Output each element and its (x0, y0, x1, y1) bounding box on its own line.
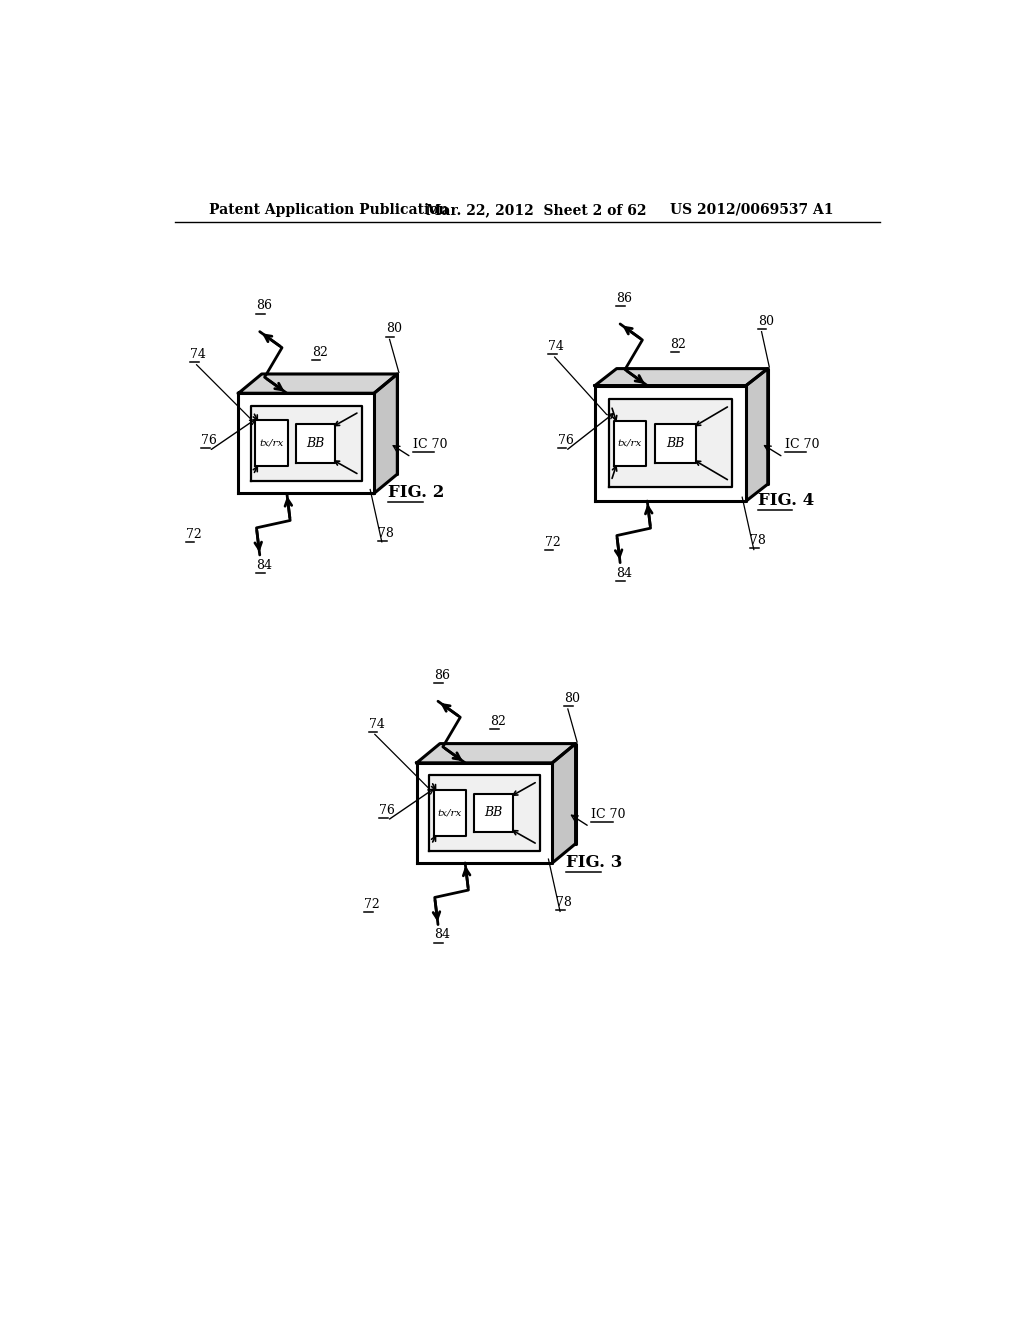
Text: IC 70: IC 70 (413, 438, 447, 451)
Text: FIG. 3: FIG. 3 (566, 854, 623, 871)
Polygon shape (239, 374, 397, 393)
Polygon shape (595, 385, 746, 502)
Polygon shape (417, 743, 575, 763)
Text: 82: 82 (489, 715, 506, 729)
Text: 84: 84 (616, 566, 632, 579)
Text: 76: 76 (380, 804, 395, 817)
Text: tx/rx: tx/rx (617, 438, 642, 447)
Text: 74: 74 (190, 348, 206, 360)
Polygon shape (417, 763, 552, 863)
Polygon shape (429, 775, 540, 850)
Text: 82: 82 (311, 346, 328, 359)
Polygon shape (262, 374, 397, 474)
Text: FIG. 4: FIG. 4 (758, 492, 814, 508)
Text: IC 70: IC 70 (591, 808, 626, 821)
Text: 84: 84 (256, 558, 272, 572)
Text: 86: 86 (256, 300, 272, 313)
Text: Mar. 22, 2012  Sheet 2 of 62: Mar. 22, 2012 Sheet 2 of 62 (426, 203, 647, 216)
Text: 80: 80 (564, 692, 580, 705)
Text: 76: 76 (202, 434, 217, 447)
Polygon shape (474, 793, 513, 832)
Polygon shape (239, 393, 374, 494)
Polygon shape (552, 743, 575, 863)
Polygon shape (746, 368, 768, 502)
Text: FIG. 2: FIG. 2 (388, 484, 444, 502)
Text: 84: 84 (434, 928, 451, 941)
Text: 82: 82 (671, 338, 686, 351)
Polygon shape (613, 421, 646, 466)
Text: 72: 72 (364, 898, 380, 911)
Text: tx/rx: tx/rx (259, 438, 284, 447)
Text: 86: 86 (616, 292, 632, 305)
Polygon shape (616, 368, 768, 484)
Polygon shape (255, 420, 288, 466)
Polygon shape (374, 374, 397, 494)
Polygon shape (609, 400, 732, 487)
Text: 74: 74 (369, 718, 385, 730)
Text: 72: 72 (545, 536, 560, 549)
Text: IC 70: IC 70 (784, 438, 819, 451)
Text: tx/rx: tx/rx (438, 808, 462, 817)
Text: BB: BB (484, 807, 503, 820)
Text: 78: 78 (378, 527, 394, 540)
Text: Patent Application Publication: Patent Application Publication (209, 203, 449, 216)
Polygon shape (440, 743, 575, 843)
Text: 86: 86 (434, 669, 451, 682)
Text: 78: 78 (556, 896, 572, 909)
Polygon shape (296, 424, 335, 462)
Text: US 2012/0069537 A1: US 2012/0069537 A1 (671, 203, 834, 216)
Polygon shape (655, 424, 695, 462)
Text: BB: BB (667, 437, 685, 450)
Text: 74: 74 (549, 341, 564, 354)
Text: 72: 72 (185, 528, 202, 541)
Text: 76: 76 (558, 434, 573, 447)
Polygon shape (595, 368, 768, 385)
Polygon shape (434, 789, 466, 836)
Text: 80: 80 (758, 314, 774, 327)
Polygon shape (251, 405, 361, 480)
Text: 78: 78 (750, 535, 766, 548)
Text: BB: BB (306, 437, 325, 450)
Text: 80: 80 (386, 322, 401, 335)
